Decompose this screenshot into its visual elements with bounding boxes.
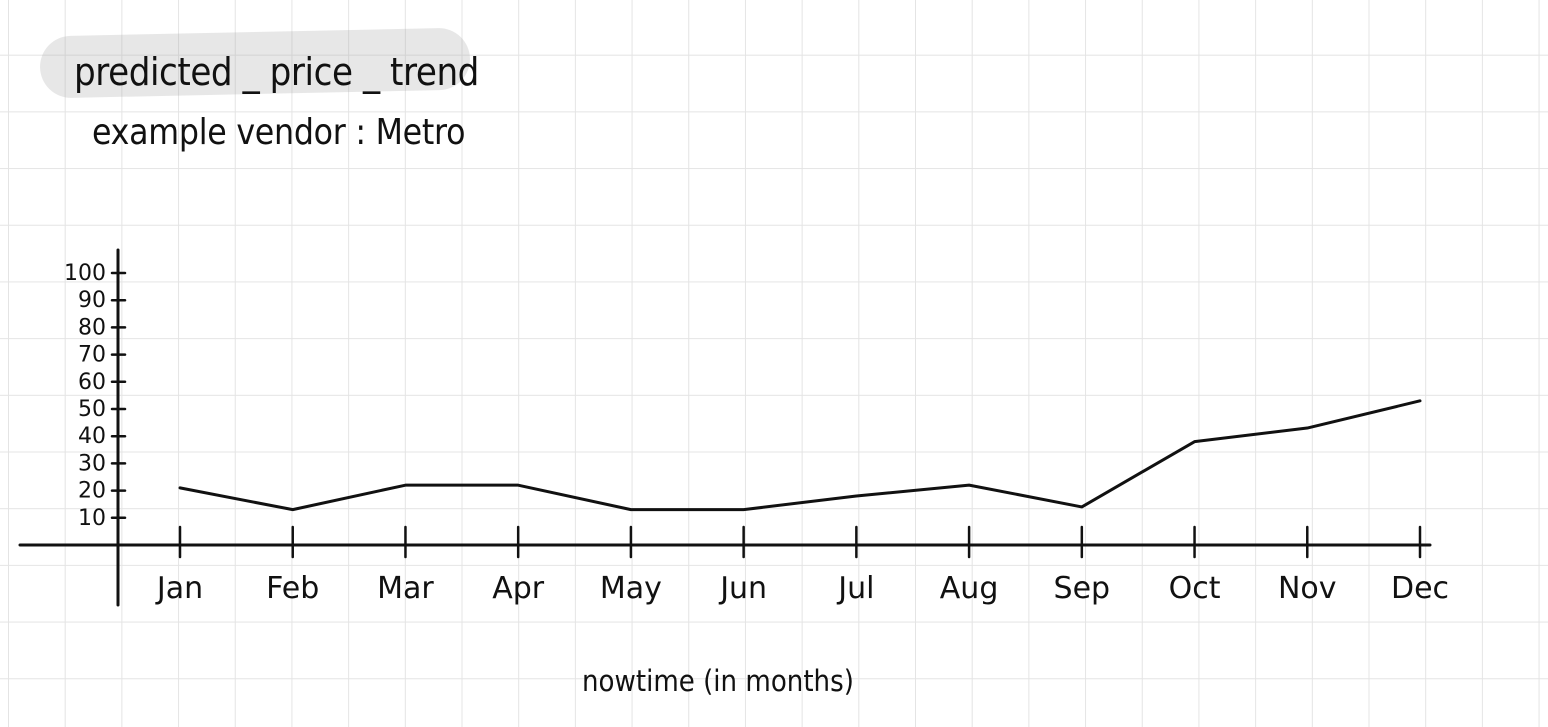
y-tick-label-80: 80: [78, 315, 106, 340]
x-tick-label-nov: Nov: [1278, 571, 1337, 606]
y-tick-label-70: 70: [78, 343, 106, 368]
x-tick-label-feb: Feb: [266, 571, 319, 606]
x-axis-ticks: Jan Feb Mar Apr May Jun Jul Aug Sep Oct Nov Dec: [155, 525, 1449, 606]
chart-title: predicted _ price _ trend: [74, 50, 479, 94]
y-tick-label-10: 10: [78, 506, 106, 531]
y-tick-label-50: 50: [78, 397, 106, 422]
x-tick-label-may: May: [600, 571, 662, 606]
x-axis-label: nowtime (in months): [582, 664, 854, 698]
chart-subtitle: example vendor : Metro: [92, 112, 466, 153]
x-tick-label-oct: Oct: [1169, 571, 1221, 606]
y-tick-label-100: 100: [64, 261, 106, 286]
y-tick-label-20: 20: [78, 479, 106, 504]
y-tick-label-60: 60: [78, 370, 106, 395]
x-tick-label-jul: Jul: [836, 571, 874, 606]
price-trend-line: [178, 399, 1422, 512]
y-tick-label-40: 40: [78, 424, 106, 449]
x-tick-label-apr: Apr: [492, 571, 545, 606]
y-tick-label-30: 30: [78, 451, 106, 476]
x-tick-label-aug: Aug: [940, 571, 999, 606]
x-tick-label-mar: Mar: [377, 571, 434, 606]
y-tick-label-90: 90: [78, 288, 106, 313]
x-tick-label-dec: Dec: [1391, 571, 1449, 606]
x-tick-label-jan: Jan: [155, 571, 203, 606]
x-tick-label-jun: Jun: [718, 571, 767, 606]
x-tick-label-sep: Sep: [1054, 571, 1111, 606]
